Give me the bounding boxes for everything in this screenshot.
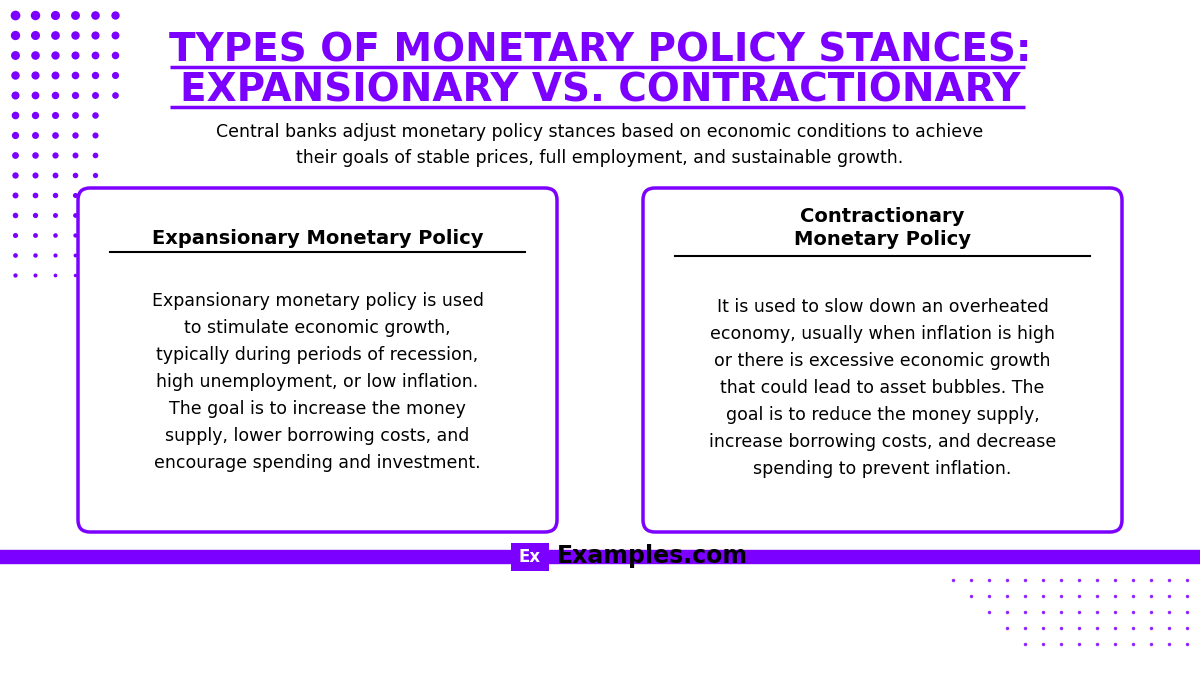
Text: Examples.com: Examples.com — [557, 545, 748, 568]
Text: Ex: Ex — [518, 547, 541, 566]
Text: Contractionary
Monetary Policy: Contractionary Monetary Policy — [794, 207, 971, 249]
Text: TYPES OF MONETARY POLICY STANCES:: TYPES OF MONETARY POLICY STANCES: — [169, 31, 1031, 69]
Text: It is used to slow down an overheated
economy, usually when inflation is high
or: It is used to slow down an overheated ec… — [709, 298, 1056, 479]
Text: Expansionary Monetary Policy: Expansionary Monetary Policy — [151, 229, 484, 248]
Text: Expansionary monetary policy is used
to stimulate economic growth,
typically dur: Expansionary monetary policy is used to … — [151, 292, 484, 472]
FancyBboxPatch shape — [78, 188, 557, 532]
Text: Central banks adjust monetary policy stances based on economic conditions to ach: Central banks adjust monetary policy sta… — [216, 123, 984, 167]
FancyBboxPatch shape — [511, 543, 550, 570]
Text: EXPANSIONARY VS. CONTRACTIONARY: EXPANSIONARY VS. CONTRACTIONARY — [180, 71, 1020, 109]
FancyBboxPatch shape — [643, 188, 1122, 532]
